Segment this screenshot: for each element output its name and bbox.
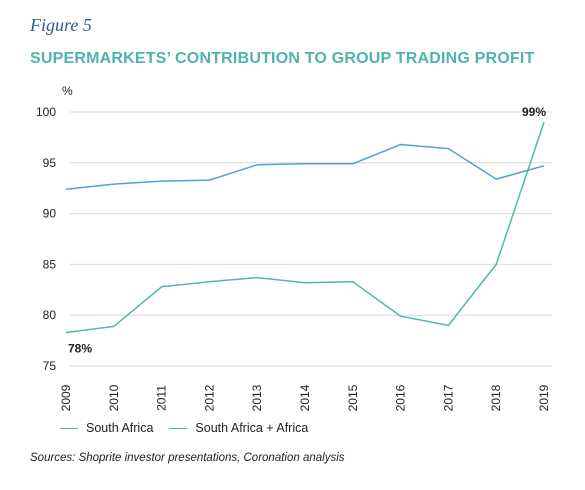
legend: South Africa South Africa + Africa (60, 421, 314, 435)
y-tick-label: 75 (43, 359, 57, 373)
x-tick-label: 2016 (394, 384, 408, 411)
y-tick-label: 80 (43, 308, 57, 322)
legend-label-south-africa-africa: South Africa + Africa (195, 421, 309, 435)
y-axis-label: % (62, 84, 73, 98)
x-tick-label: 2019 (537, 384, 551, 411)
legend-item-south-africa-africa: South Africa + Africa (169, 421, 308, 435)
legend-label-south-africa: South Africa (86, 421, 154, 435)
x-tick-label: 2009 (59, 384, 73, 411)
x-tick-label: 2017 (441, 384, 455, 411)
y-tick-label: 90 (43, 207, 57, 221)
series-line-south-africa (65, 121, 545, 334)
x-tick-label: 2013 (250, 384, 264, 411)
y-tick-label: 85 (43, 257, 57, 271)
x-tick-label: 2014 (298, 384, 312, 411)
x-tick-label: 2015 (346, 384, 360, 411)
chart-title: SUPERMARKETS’ CONTRIBUTION TO GROUP TRAD… (30, 50, 535, 67)
figure-label: Figure 5 (30, 15, 92, 35)
x-tick-label: 2011 (155, 385, 169, 411)
y-tick-label: 95 (43, 156, 57, 170)
series-line-south-africa-africa (65, 143, 545, 190)
x-tick-label: 2018 (489, 384, 503, 411)
source-note: Sources: Shoprite investor presentations… (30, 452, 345, 464)
x-tick-label: 2010 (107, 384, 121, 411)
y-tick-label: 100 (36, 105, 56, 119)
legend-swatch-south-africa-africa (169, 427, 188, 429)
data-label: 78% (68, 341, 92, 355)
data-label: 99% (522, 105, 546, 119)
line-chart: % 75 80 85 90 95 100 2009 2010 2011 2012 2013 2014… (36, 84, 552, 411)
legend-swatch-south-africa (60, 427, 78, 429)
legend-item-south-africa: South Africa (60, 421, 153, 435)
x-tick-label: 2012 (202, 384, 216, 411)
